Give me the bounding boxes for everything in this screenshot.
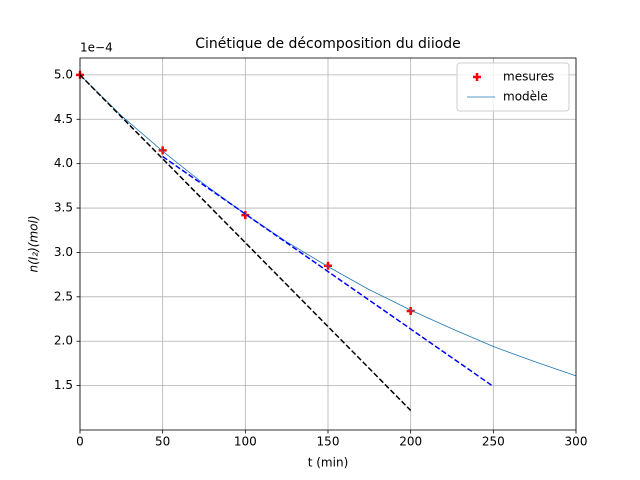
- legend-label: mesures: [503, 70, 554, 84]
- x-tick-label: 200: [399, 435, 422, 449]
- x-tick-label: 250: [482, 435, 505, 449]
- x-tick-label: 150: [317, 435, 340, 449]
- y-axis-label: n(I₂)(mol): [27, 215, 41, 272]
- y-tick-label: 3.0: [54, 245, 73, 259]
- y-tick-label: 4.5: [54, 112, 73, 126]
- plot-frame: [79, 57, 577, 431]
- y-tick-label: 2.0: [54, 334, 73, 348]
- data-point: [158, 146, 167, 155]
- data-line: [162, 155, 494, 388]
- y-tick-label: 3.5: [54, 201, 73, 215]
- data-point: [324, 261, 332, 270]
- y-tick-label: 5.0: [54, 67, 73, 81]
- y-tick-label: 1.5: [54, 378, 73, 392]
- legend-box: [456, 62, 570, 112]
- chart-title: Cinétique de décomposition du diiode: [195, 36, 461, 52]
- x-axis-label: t (min): [308, 456, 349, 470]
- x-tick-label: 100: [234, 435, 257, 449]
- legend-marker: [473, 73, 481, 81]
- y-tick-label: 4.0: [54, 156, 73, 170]
- x-tick-label: 300: [565, 435, 588, 449]
- y-offset-label: 1e−4: [80, 41, 113, 55]
- x-tick-label: 50: [155, 435, 170, 449]
- data-line: [79, 74, 577, 377]
- y-tick-label: 2.5: [54, 289, 73, 303]
- x-tick-label: 0: [76, 435, 84, 449]
- legend-label: modèle: [503, 90, 548, 104]
